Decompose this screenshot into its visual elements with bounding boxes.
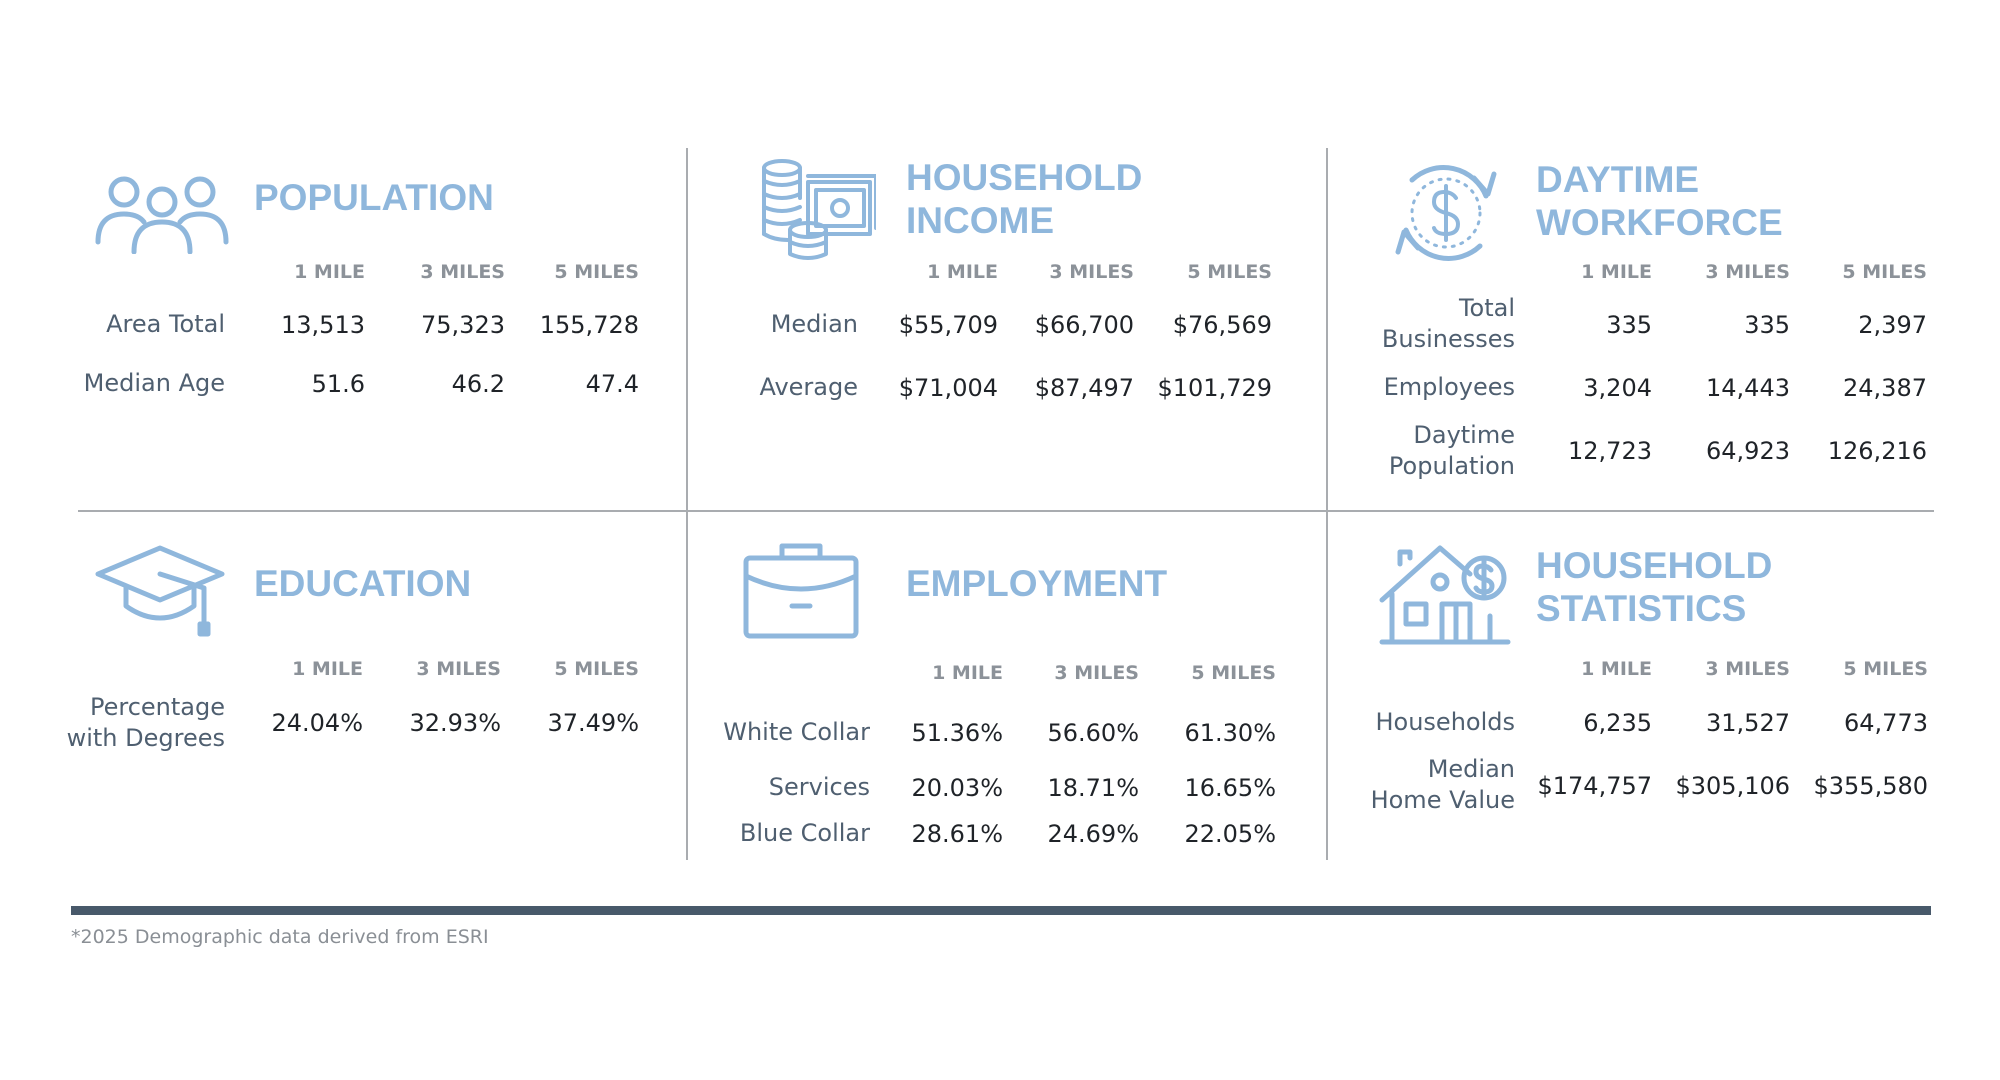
table-cell: 31,527: [1706, 709, 1790, 737]
graduation-cap-icon: [94, 544, 226, 640]
row-label: Median: [770, 310, 858, 338]
daytime-workforce-panel: DAYTIME WORKFORCE 1 MILE 3 MILES 5 MILES…: [0, 0, 2000, 510]
table-cell: 12,723: [1568, 437, 1652, 465]
table-cell: $101,729: [1157, 374, 1272, 402]
employment-title: EMPLOYMENT: [906, 563, 1168, 604]
row-label: Average: [759, 373, 858, 401]
table-cell: $55,709: [898, 311, 998, 339]
column-header: 5 MILES: [1842, 261, 1927, 283]
money-coins-icon: [760, 158, 876, 264]
column-header: 3 MILES: [1049, 261, 1134, 283]
household-income-title: HOUSEHOLD INCOME: [906, 157, 1143, 241]
footnote: *2025 Demographic data derived from ESRI: [71, 926, 489, 948]
column-header: 5 MILES: [1843, 658, 1928, 680]
column-header: 3 MILES: [1705, 261, 1790, 283]
table-cell: 64,923: [1706, 437, 1790, 465]
table-cell: 75,323: [421, 311, 505, 339]
table-cell: 32.93%: [409, 709, 501, 737]
table-cell: 335: [1606, 311, 1652, 339]
table-cell: 14,443: [1706, 374, 1790, 402]
column-header: 1 MILE: [1581, 658, 1652, 680]
row-label: Total Businesses: [1381, 294, 1515, 353]
column-header: 3 MILES: [420, 261, 505, 283]
table-cell: $305,106: [1675, 772, 1790, 800]
table-cell: 61.30%: [1184, 719, 1276, 747]
household-statistics-title: HOUSEHOLD STATISTICS: [1536, 545, 1773, 629]
people-icon: [94, 170, 230, 254]
education-title: EDUCATION: [254, 563, 472, 604]
population-title: POPULATION: [254, 177, 494, 218]
row-label: Employees: [1383, 373, 1515, 401]
table-cell: 20.03%: [911, 774, 1003, 802]
table-cell: 51.6: [311, 370, 365, 398]
daytime-workforce-title: DAYTIME WORKFORCE: [1536, 159, 1783, 243]
row-label: Daytime Population: [1388, 421, 1515, 480]
population-panel: POPULATION 1 MILE 3 MILES 5 MILES Area T…: [0, 0, 686, 510]
table-cell: 24.69%: [1047, 820, 1139, 848]
household-statistics-panel: HOUSEHOLD STATISTICS 1 MILE 3 MILES 5 MI…: [0, 510, 2000, 860]
house-dollar-icon: [1378, 542, 1512, 646]
column-header: 3 MILES: [1705, 658, 1790, 680]
table-cell: 6,235: [1583, 709, 1652, 737]
employment-panel: EMPLOYMENT 1 MILE 3 MILES 5 MILES White …: [0, 510, 1326, 860]
divider-vertical-right: [1326, 148, 1328, 860]
column-header: 5 MILES: [554, 261, 639, 283]
table-cell: 155,728: [539, 311, 639, 339]
column-header: 5 MILES: [554, 658, 639, 680]
divider-horizontal: [78, 510, 1934, 512]
column-header: 5 MILES: [1191, 662, 1276, 684]
table-cell: 16.65%: [1184, 774, 1276, 802]
household-income-panel: HOUSEHOLD INCOME 1 MILE 3 MILES 5 MILES …: [0, 0, 1326, 510]
briefcase-icon: [742, 540, 860, 640]
table-cell: 126,216: [1827, 437, 1927, 465]
table-cell: 28.61%: [911, 820, 1003, 848]
footer-bar: [71, 906, 1931, 915]
table-cell: 37.49%: [547, 709, 639, 737]
table-cell: $71,004: [898, 374, 998, 402]
table-cell: 18.71%: [1047, 774, 1139, 802]
table-cell: $66,700: [1034, 311, 1134, 339]
table-cell: $355,580: [1813, 772, 1928, 800]
dollar-cycle-icon: [1390, 158, 1502, 268]
row-label: White Collar: [723, 718, 870, 746]
row-label: Area Total: [106, 310, 225, 338]
column-header: 1 MILE: [1581, 261, 1652, 283]
divider-vertical-left: [686, 148, 688, 860]
table-cell: 47.4: [585, 370, 639, 398]
row-label: Households: [1375, 708, 1515, 736]
table-cell: 3,204: [1583, 374, 1652, 402]
table-cell: 56.60%: [1047, 719, 1139, 747]
table-cell: $87,497: [1034, 374, 1134, 402]
table-cell: 64,773: [1844, 709, 1928, 737]
table-cell: 335: [1744, 311, 1790, 339]
row-label: Percentage with Degrees: [66, 693, 225, 752]
column-header: 1 MILE: [294, 261, 365, 283]
table-cell: 13,513: [281, 311, 365, 339]
table-cell: 22.05%: [1184, 820, 1276, 848]
row-label: Blue Collar: [739, 819, 870, 847]
table-cell: $76,569: [1172, 311, 1272, 339]
table-cell: $174,757: [1537, 772, 1652, 800]
table-cell: 24,387: [1843, 374, 1927, 402]
table-cell: 51.36%: [911, 719, 1003, 747]
row-label: Median Home Value: [1370, 755, 1515, 814]
column-header: 3 MILES: [416, 658, 501, 680]
table-cell: 46.2: [451, 370, 505, 398]
column-header: 5 MILES: [1187, 261, 1272, 283]
table-cell: 24.04%: [271, 709, 363, 737]
column-header: 1 MILE: [932, 662, 1003, 684]
column-header: 3 MILES: [1054, 662, 1139, 684]
row-label: Services: [768, 773, 870, 801]
column-header: 1 MILE: [292, 658, 363, 680]
education-panel: EDUCATION 1 MILE 3 MILES 5 MILES Percent…: [0, 510, 686, 860]
table-cell: 2,397: [1858, 311, 1927, 339]
column-header: 1 MILE: [927, 261, 998, 283]
row-label: Median Age: [83, 369, 225, 397]
